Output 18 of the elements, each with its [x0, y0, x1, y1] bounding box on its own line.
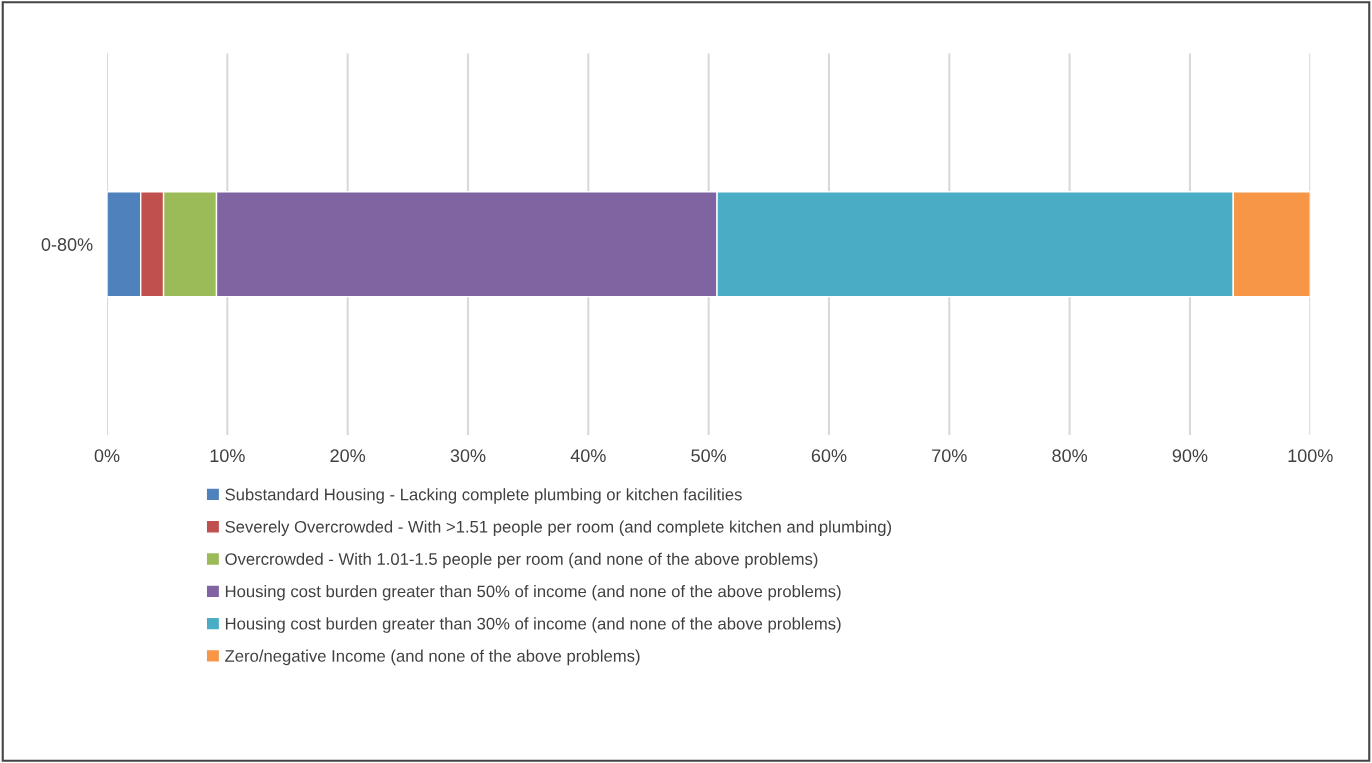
x-tick-label: 50% [691, 449, 727, 463]
legend-label: Severely Overcrowded - With >1.51 people per room (and complete kitchen and plumbing) [225, 520, 892, 536]
x-tick-label: 20% [330, 449, 366, 463]
y-tick-label: 0-80% [41, 238, 93, 251]
x-tick-label: 30% [450, 449, 486, 463]
legend-label: Zero/negative Income (and none of the above problems) [225, 649, 640, 666]
x-tick-label: 40% [570, 449, 606, 463]
x-tick-label: 0% [94, 449, 120, 463]
x-tick-label: 100% [1288, 449, 1333, 463]
x-tick-label: 60% [811, 449, 847, 463]
legend-label: Housing cost burden greater than 30% of income (and none of the above problems) [225, 617, 841, 633]
x-tick-label: 80% [1052, 449, 1088, 463]
legend-label: Substandard Housing - Lacking complete plumbing or kitchen facilities [225, 488, 742, 504]
x-tick-label: 70% [932, 449, 967, 463]
x-tick-label: 10% [210, 449, 245, 463]
x-tick-label: 90% [1172, 449, 1208, 463]
legend-label: Housing cost burden greater than 50% of income (and none of the above problems) [225, 585, 841, 601]
legend-label: Overcrowded - With 1.01-1.5 people per room (and none of the above problems) [225, 552, 818, 569]
